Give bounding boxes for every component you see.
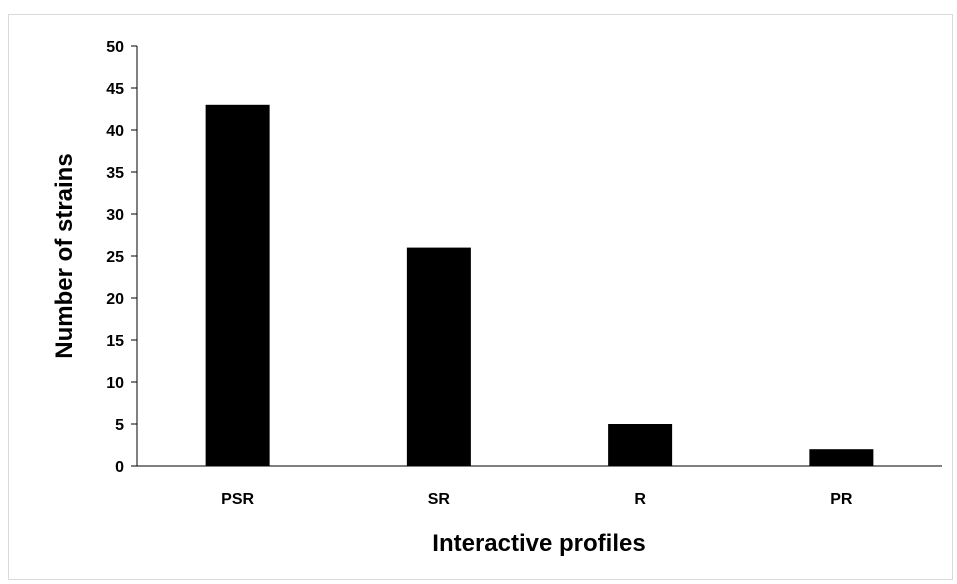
y-axis-title: Number of strains <box>51 153 78 358</box>
y-tick-label: 20 <box>106 291 124 308</box>
y-tick-label: 0 <box>115 459 124 476</box>
y-axis: 0 5 10 15 20 25 30 35 40 45 50 <box>106 39 138 476</box>
y-tick-label: 45 <box>106 81 124 98</box>
y-tick-label: 35 <box>106 165 124 182</box>
x-axis: PSR SR R PR <box>137 465 942 508</box>
x-axis-title: Interactive profiles <box>432 530 645 557</box>
y-tick-label: 10 <box>106 375 124 392</box>
chart-frame <box>8 14 953 580</box>
y-tick-label: 30 <box>106 207 124 224</box>
x-tick-label: R <box>634 491 646 508</box>
bars <box>205 104 874 467</box>
bar-psr <box>205 104 270 467</box>
y-tick-label: 40 <box>106 123 124 140</box>
bar-r <box>608 424 673 466</box>
y-tick-label: 25 <box>106 249 124 266</box>
y-tick-label: 50 <box>106 39 124 56</box>
x-tick-label: SR <box>428 491 451 508</box>
bar-pr <box>809 449 874 466</box>
y-tick-label: 15 <box>106 333 124 350</box>
x-tick-label: PSR <box>221 491 254 508</box>
y-tick-label: 5 <box>115 417 124 434</box>
bar-sr <box>406 247 471 466</box>
x-tick-label: PR <box>830 491 853 508</box>
